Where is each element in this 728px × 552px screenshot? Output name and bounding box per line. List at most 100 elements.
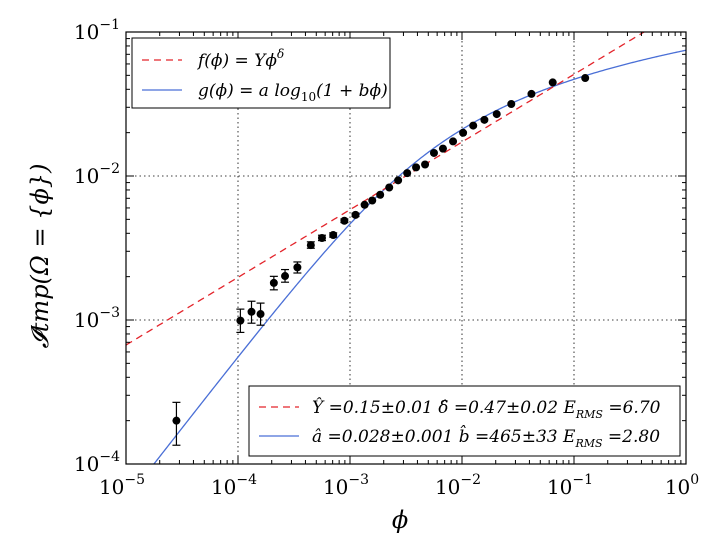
y-tick-label: 10−2	[74, 161, 120, 188]
data-marker	[317, 234, 326, 243]
data-point	[329, 231, 338, 240]
data-marker	[329, 231, 338, 240]
legend-f-stats: Ŷ =0.15±0.01 δ̂ =0.47±0.02 ERMS =6.70	[312, 397, 661, 421]
data-point	[385, 183, 394, 192]
x-tick-exponent: −1	[572, 472, 593, 488]
y-tick-labels: 10−410−310−210−1	[74, 17, 120, 476]
data-marker	[421, 160, 430, 169]
x-tick-label: 10−2	[435, 472, 481, 499]
data-marker	[256, 310, 265, 319]
y-tick-exponent: −2	[99, 161, 120, 177]
data-marker	[403, 169, 412, 178]
x-tick-label: 10−4	[211, 472, 257, 499]
data-point	[376, 190, 385, 199]
legend-stats-main: â =0.028±0.001 b̂ =465±33 E	[312, 425, 576, 447]
data-point	[459, 128, 468, 137]
data-point	[421, 160, 430, 169]
data-marker	[376, 190, 385, 199]
y-tick-label: 10−3	[74, 305, 120, 332]
data-point	[548, 78, 557, 87]
data-points	[172, 74, 590, 446]
y-tick-base: 10	[74, 308, 99, 332]
data-marker	[368, 196, 377, 205]
y-tick-exponent: −3	[99, 305, 120, 321]
data-marker	[247, 307, 256, 316]
data-point	[368, 196, 377, 205]
legend-rest: (1 + bϕ)	[316, 81, 388, 101]
y-tick-label: 10−4	[74, 449, 120, 476]
data-point	[293, 261, 302, 274]
data-point	[507, 100, 516, 109]
data-marker	[492, 110, 501, 119]
data-marker	[293, 263, 302, 272]
data-marker	[306, 241, 315, 250]
legend-main: f(ϕ) = Yϕ	[196, 51, 277, 71]
data-point	[449, 137, 458, 146]
legend-sup: δ	[277, 47, 284, 61]
data-marker	[438, 144, 447, 153]
data-point	[492, 110, 501, 119]
y-tick-base: 10	[74, 20, 99, 44]
x-axis-label: ϕ	[392, 506, 408, 534]
data-marker	[429, 148, 438, 157]
legend-stats-sub: RMS	[575, 408, 604, 421]
data-point	[403, 169, 412, 178]
x-tick-label: 100	[665, 472, 699, 499]
y-tick-base: 10	[74, 452, 99, 476]
x-tick-label: 10−3	[323, 472, 369, 499]
x-tick-exponent: −2	[460, 472, 481, 488]
data-point	[469, 121, 478, 130]
data-marker	[581, 74, 590, 83]
x-tick-base: 10	[435, 475, 460, 499]
data-point	[360, 200, 369, 209]
data-marker	[459, 128, 468, 137]
data-marker	[507, 100, 516, 109]
legend-bottom: Ŷ =0.15±0.01 δ̂ =0.47±0.02 ERMS =6.70 â …	[248, 385, 681, 457]
x-tick-label: 10−5	[99, 472, 145, 499]
data-marker	[385, 183, 394, 192]
y-tick-label: 10−1	[74, 17, 120, 44]
x-tick-base: 10	[211, 475, 236, 499]
x-tick-exponent: −4	[236, 472, 257, 488]
x-tick-base: 10	[547, 475, 572, 499]
legend-g-stats: â =0.028±0.001 b̂ =465±33 ERMS =2.80	[312, 425, 660, 450]
data-point	[581, 74, 590, 83]
legend-sub: 10	[301, 90, 316, 104]
data-point	[247, 300, 256, 324]
x-tick-base: 10	[99, 475, 124, 499]
data-marker	[236, 316, 245, 325]
legend-top: f(ϕ) = Yϕδ g(ϕ) = a log10(1 + bϕ)	[131, 37, 391, 109]
data-point	[351, 210, 360, 219]
data-point	[269, 275, 278, 291]
y-tick-exponent: −4	[99, 449, 120, 465]
data-point	[412, 163, 421, 172]
legend-stats-sub: RMS	[574, 437, 603, 450]
data-point	[172, 401, 181, 446]
data-marker	[480, 115, 489, 124]
data-point	[236, 308, 245, 334]
data-marker	[281, 272, 290, 281]
plot-frame	[125, 31, 687, 465]
x-tick-exponent: −5	[124, 472, 145, 488]
data-point	[429, 148, 438, 157]
data-marker	[340, 216, 349, 225]
x-tick-label: 10−1	[547, 472, 593, 499]
data-point	[317, 234, 326, 243]
x-tick-base: 10	[323, 475, 348, 499]
axis-ticks	[125, 31, 687, 465]
legend-f-label: f(ϕ) = Yϕδ	[196, 47, 284, 71]
x-tick-exponent: 0	[690, 472, 699, 488]
y-tick-base: 10	[74, 164, 99, 188]
x-tick-exponent: −3	[348, 472, 369, 488]
data-point	[394, 176, 403, 185]
legend-stats-rest: =6.70	[603, 398, 661, 418]
data-marker	[394, 176, 403, 185]
data-marker	[172, 416, 181, 425]
y-tick-exponent: −1	[99, 17, 120, 33]
data-point	[306, 241, 315, 250]
legend-main: g(ϕ) = a log	[198, 81, 301, 101]
data-marker	[351, 210, 360, 219]
data-point	[281, 268, 290, 283]
data-point	[340, 216, 349, 225]
